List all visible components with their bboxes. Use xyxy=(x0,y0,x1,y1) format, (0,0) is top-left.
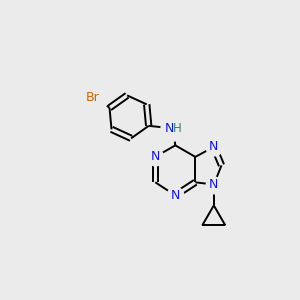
Text: N: N xyxy=(209,140,218,153)
Text: N: N xyxy=(171,189,180,202)
Text: Br: Br xyxy=(86,91,100,103)
Text: N: N xyxy=(151,150,160,164)
Text: N: N xyxy=(164,122,174,135)
Text: N: N xyxy=(209,178,218,191)
Text: H: H xyxy=(173,122,182,135)
